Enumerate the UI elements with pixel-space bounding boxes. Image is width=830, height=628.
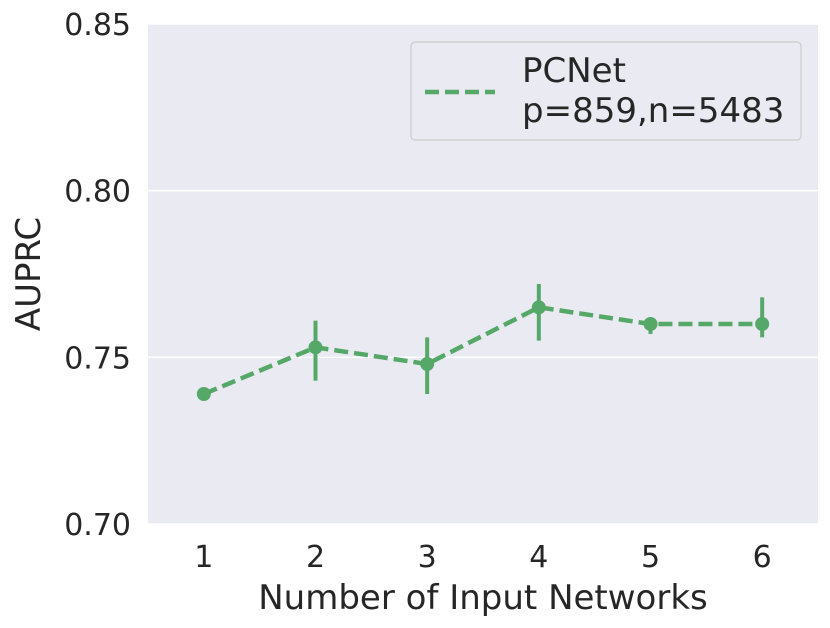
legend-sublabel-pcnet: p=859,n=5483 xyxy=(522,91,784,131)
data-point xyxy=(755,317,770,331)
x-tick-label: 4 xyxy=(529,540,548,575)
series-line-pcnet xyxy=(202,305,763,397)
grid-lines xyxy=(148,23,818,525)
x-axis-label: Number of Input Networks xyxy=(258,578,708,618)
legend-box xyxy=(410,41,802,141)
x-tick-label: 5 xyxy=(641,540,660,575)
y-tick-label: 0.70 xyxy=(64,508,131,543)
series-group xyxy=(196,284,770,401)
x-tick-label: 6 xyxy=(753,540,772,575)
y-tick-label: 0.85 xyxy=(64,8,131,43)
y-axis-label: AUPRC xyxy=(9,217,49,331)
legend-label-pcnet: PCNet xyxy=(522,51,626,91)
x-tick-labels: 1 2 3 4 5 6 xyxy=(194,540,771,575)
data-point xyxy=(531,300,546,315)
y-tick-label: 0.80 xyxy=(64,175,131,210)
x-tick-label: 2 xyxy=(306,540,325,575)
y-tick-labels: 0.70 0.75 0.80 0.85 xyxy=(64,8,131,543)
data-point xyxy=(308,340,323,355)
data-point xyxy=(196,387,211,401)
x-tick-label: 1 xyxy=(194,540,213,575)
data-point xyxy=(643,317,658,331)
x-tick-label: 3 xyxy=(418,540,437,575)
y-tick-label: 0.75 xyxy=(64,341,131,376)
data-point xyxy=(420,357,435,371)
legend: PCNet p=859,n=5483 xyxy=(410,41,802,141)
